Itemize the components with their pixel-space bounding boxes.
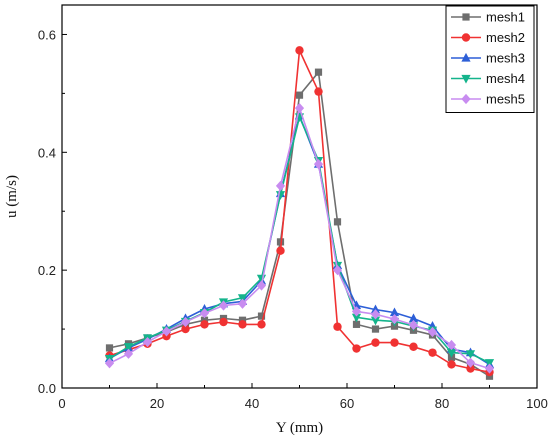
data-point-circle	[428, 348, 437, 357]
data-point-diamond	[218, 300, 229, 311]
legend-entry-mesh1: mesh1	[451, 10, 525, 25]
data-point-triangle-up	[461, 52, 471, 62]
data-point-diamond	[161, 326, 172, 337]
data-point-circle	[200, 320, 209, 329]
y-tick-label: 0.2	[38, 263, 56, 278]
data-point-triangle-down	[275, 191, 286, 200]
data-point-circle	[447, 360, 456, 369]
data-point-circle	[390, 338, 399, 347]
data-point-circle	[333, 322, 342, 331]
data-point-square	[257, 312, 266, 320]
data-point-triangle-up	[389, 307, 400, 317]
data-point-diamond	[446, 339, 457, 351]
legend-label: mesh1	[486, 10, 525, 25]
data-point-diamond	[256, 280, 267, 291]
legend: mesh1 mesh2 mesh3 mesh4 mesh5	[445, 5, 535, 113]
data-point-circle	[238, 320, 247, 329]
data-point-square	[314, 68, 323, 76]
x-tick-label: 60	[340, 396, 354, 411]
data-point-circle	[461, 33, 471, 42]
data-point-diamond	[199, 308, 210, 319]
data-point-circle	[409, 342, 418, 351]
x-tick-label: 80	[435, 396, 449, 411]
data-point-diamond	[427, 326, 438, 338]
legend-entry-mesh2: mesh2	[451, 30, 525, 45]
data-point-diamond	[465, 357, 476, 368]
data-point-diamond	[389, 313, 400, 325]
data-point-triangle-down	[446, 349, 457, 358]
data-point-diamond	[313, 158, 324, 170]
x-tick-label: 100	[526, 396, 548, 411]
x-tick-label: 40	[245, 396, 259, 411]
data-point-circle	[257, 320, 266, 329]
y-tick-label: 0.6	[38, 27, 56, 42]
data-point-diamond	[332, 265, 343, 276]
y-tick-label: 0.4	[38, 145, 56, 160]
data-point-diamond	[275, 180, 286, 191]
series-mesh5	[104, 103, 495, 374]
axes-layer: 0 20 40 60 80 100 0.0 0.2 0.4 0.6	[38, 27, 548, 411]
data-point-triangle-down	[370, 316, 381, 326]
legend-entry-mesh3: mesh3	[451, 51, 525, 66]
data-point-diamond	[237, 298, 248, 309]
x-tick-label: 20	[150, 396, 164, 411]
legend-label: mesh3	[486, 51, 525, 66]
data-point-diamond	[104, 358, 115, 369]
data-point-circle	[466, 364, 475, 373]
data-point-triangle-down	[237, 294, 248, 303]
data-point-triangle-down	[465, 350, 476, 359]
legend-label: mesh2	[486, 30, 525, 45]
data-point-circle	[352, 344, 361, 353]
data-point-circle	[181, 324, 190, 334]
data-point-square	[371, 325, 380, 333]
data-point-square	[276, 238, 285, 246]
series-layer	[104, 46, 495, 380]
data-point-diamond	[142, 336, 153, 348]
data-point-triangle-up	[370, 304, 381, 314]
data-point-circle	[276, 246, 285, 255]
data-point-diamond	[484, 363, 495, 374]
data-point-square	[105, 344, 114, 352]
data-point-triangle-down	[461, 74, 471, 84]
data-point-diamond	[370, 309, 381, 320]
legend-label: mesh5	[486, 92, 525, 107]
data-point-circle	[371, 338, 380, 347]
legend-label: mesh4	[486, 71, 525, 86]
data-point-diamond	[294, 103, 305, 114]
data-point-triangle-down	[123, 343, 134, 352]
x-tick-label: 0	[58, 396, 65, 411]
data-point-triangle-down	[351, 313, 362, 323]
data-point-circle	[314, 87, 323, 96]
data-point-circle	[295, 46, 304, 55]
y-tick-label: 0.0	[38, 381, 56, 396]
data-point-diamond	[461, 93, 471, 105]
data-point-triangle-down	[484, 359, 495, 368]
y-axis-title: u (m/s)	[4, 175, 20, 218]
data-point-diamond	[408, 319, 419, 331]
data-point-triangle-up	[408, 313, 419, 323]
data-point-diamond	[123, 348, 134, 359]
data-point-circle	[219, 317, 228, 327]
data-point-diamond	[180, 316, 191, 328]
data-point-square	[333, 218, 342, 226]
data-point-diamond	[351, 306, 362, 317]
legend-entry-mesh5: mesh5	[451, 92, 525, 107]
legend-box	[445, 5, 535, 113]
data-point-square	[295, 91, 304, 99]
data-point-square	[462, 13, 470, 21]
data-point-square	[352, 320, 361, 328]
x-axis-title: Y (mm)	[276, 420, 323, 436]
legend-entry-mesh4: mesh4	[451, 71, 525, 86]
